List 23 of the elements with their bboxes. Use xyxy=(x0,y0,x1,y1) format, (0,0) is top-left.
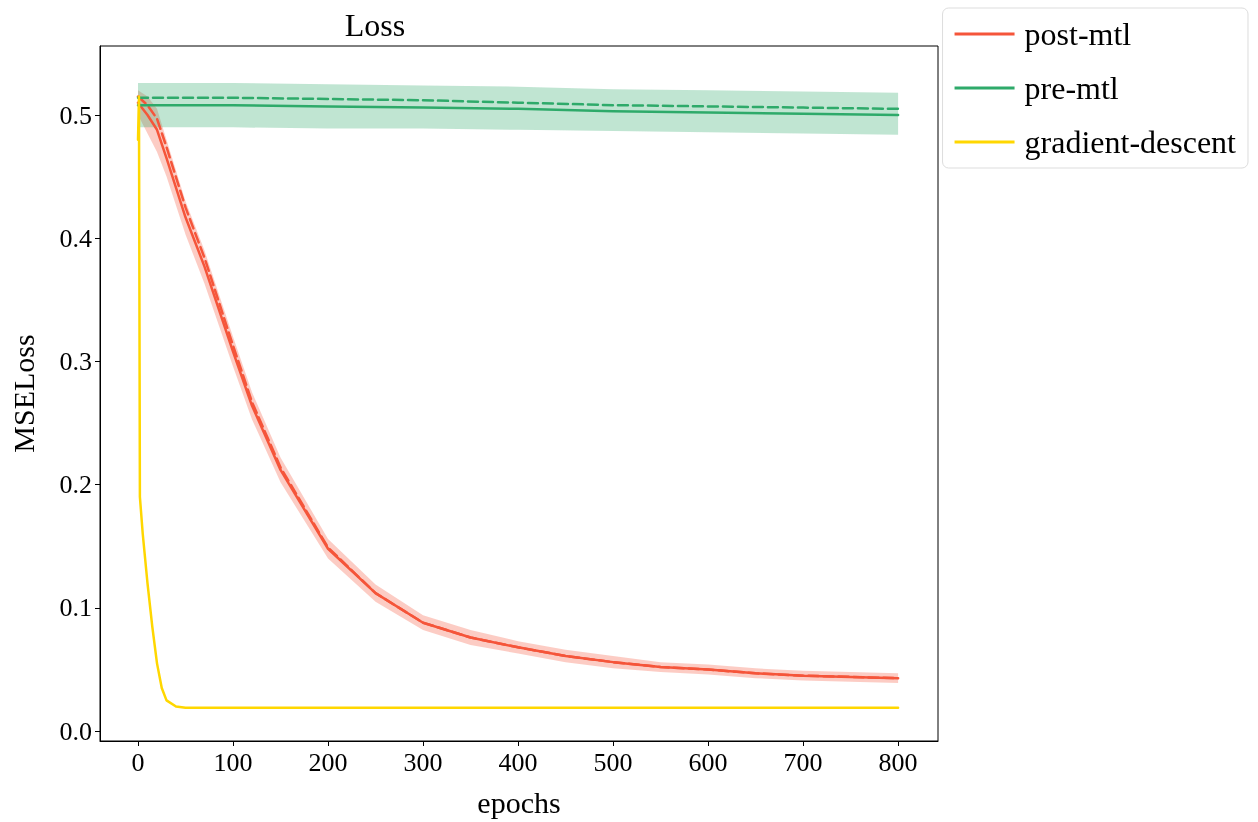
line-series xyxy=(136,103,900,117)
y-axis-title: MSELoss xyxy=(6,334,40,453)
legend-label: pre-mtl xyxy=(1024,70,1119,106)
x-tick-label: 0 xyxy=(131,747,145,777)
x-tick-label: 500 xyxy=(593,747,633,777)
y-tick-label: 0.1 xyxy=(59,593,92,623)
y-tick-label: 0.0 xyxy=(59,716,92,746)
legend-label: gradient-descent xyxy=(1024,124,1237,160)
x-tick-label: 400 xyxy=(498,747,538,777)
y-tick-label: 0.4 xyxy=(59,223,92,253)
x-tick-label: 800 xyxy=(878,747,918,777)
x-tick-label: 700 xyxy=(783,747,823,777)
x-tick-label: 100 xyxy=(213,747,253,777)
x-axis-title: epochs xyxy=(477,785,561,819)
line-series xyxy=(136,96,900,111)
x-tick-label: 200 xyxy=(308,747,348,777)
x-tick-label: 300 xyxy=(403,747,443,777)
chart-title: Loss xyxy=(344,7,406,43)
x-tick-label: 600 xyxy=(688,747,728,777)
y-tick-label: 0.5 xyxy=(59,100,92,130)
y-tick-label: 0.2 xyxy=(59,470,92,500)
y-tick-label: 0.3 xyxy=(59,346,92,376)
legend-label: post-mtl xyxy=(1024,16,1132,52)
